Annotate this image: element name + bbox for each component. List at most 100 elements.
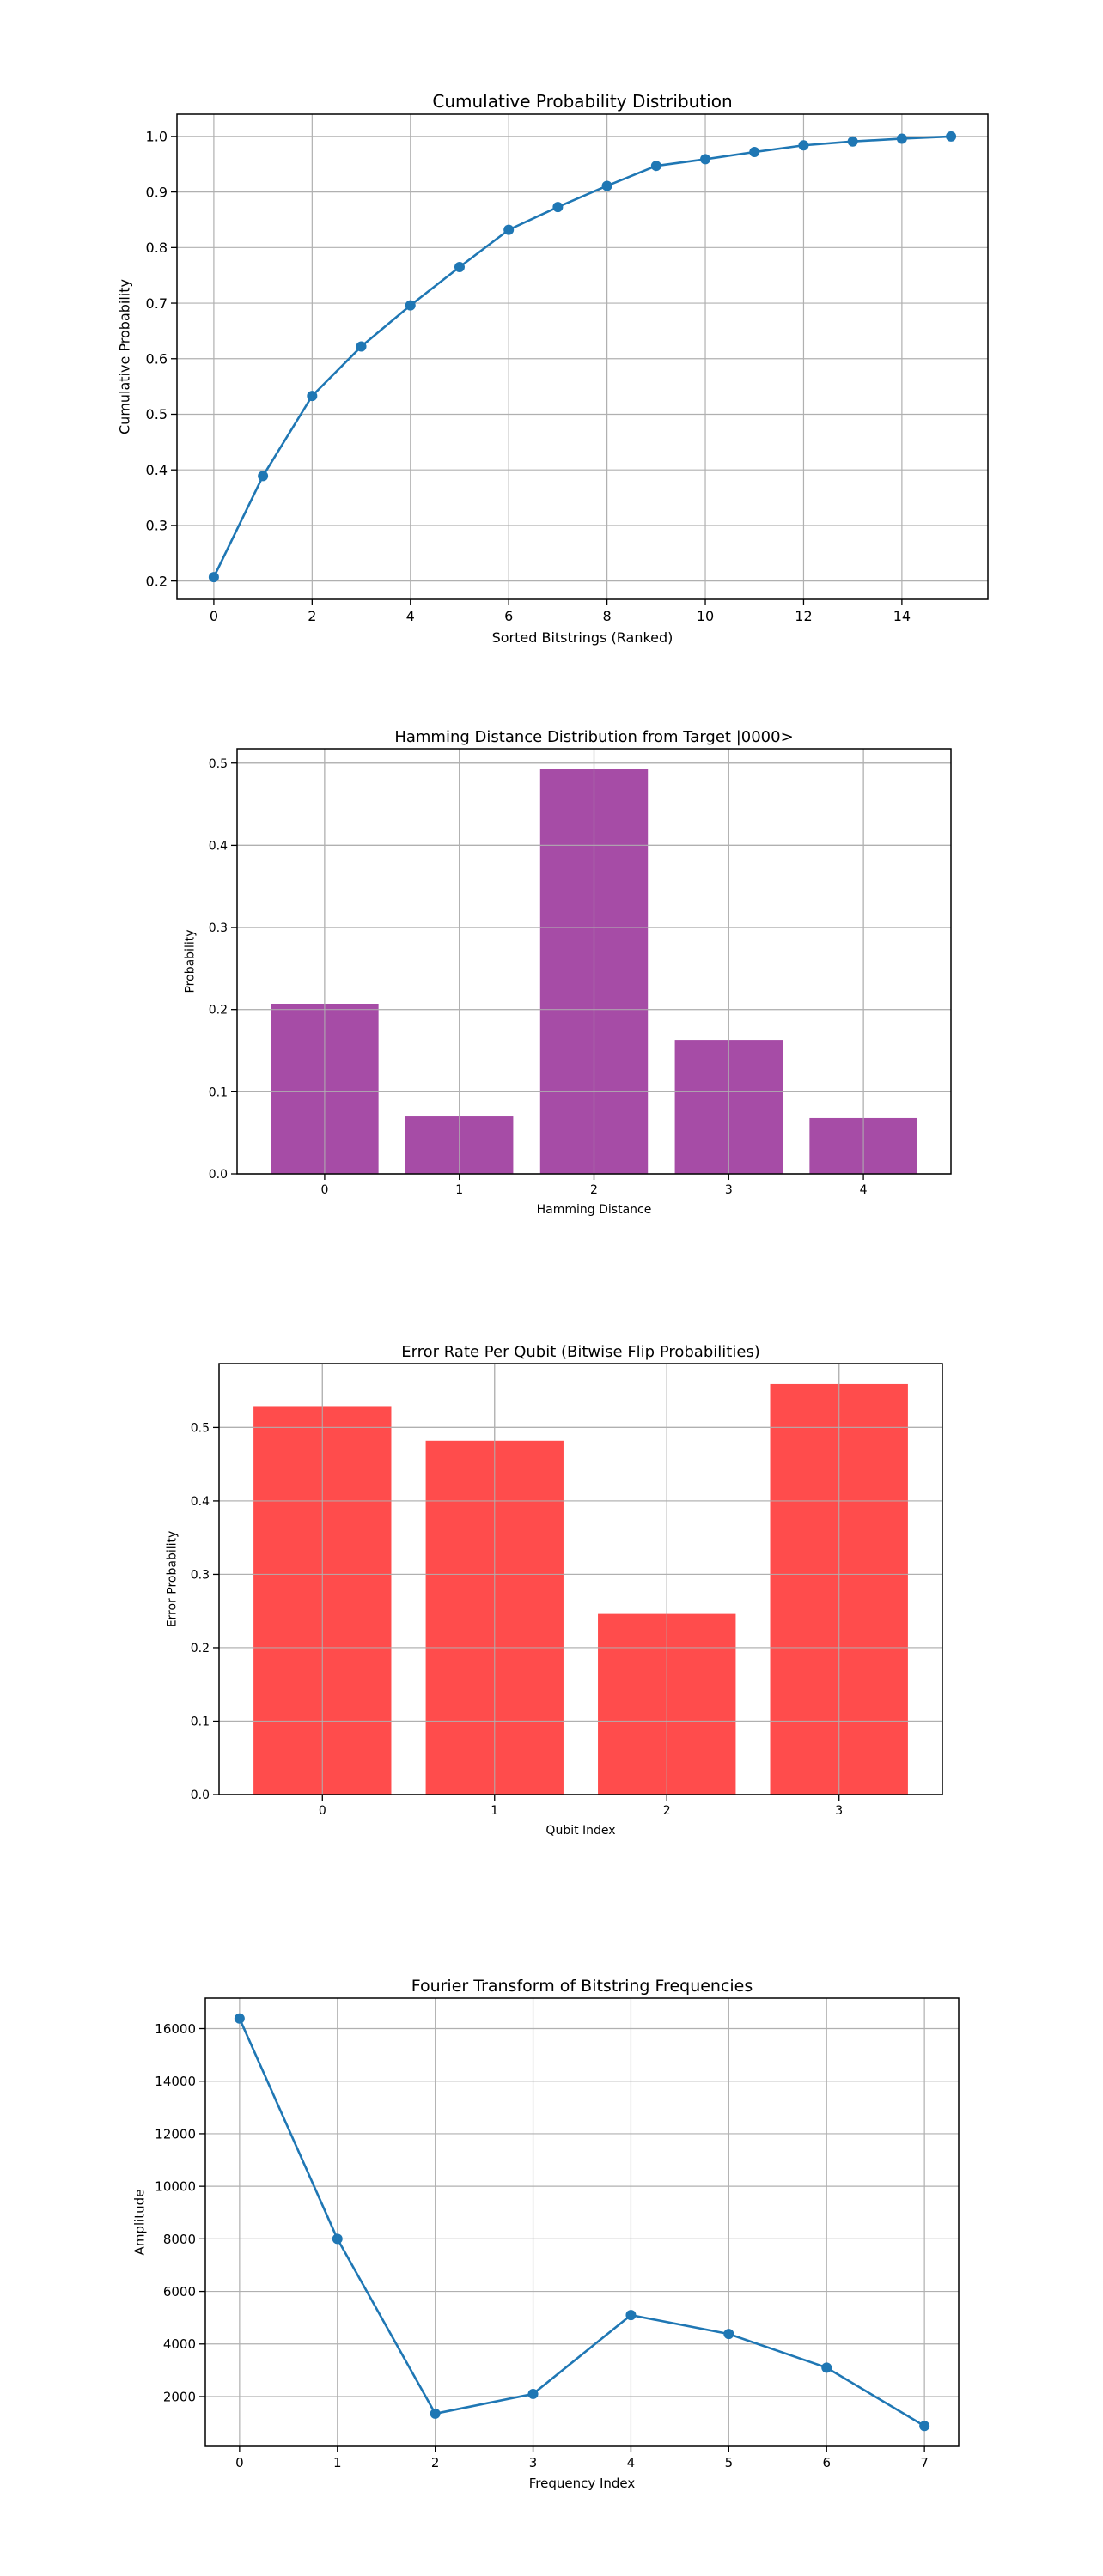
series-line	[212, 135, 952, 578]
x-tick-label: 0	[320, 1183, 328, 1197]
y-tick-label: 0.7	[146, 295, 168, 312]
y-tick-label: 0.4	[146, 462, 168, 478]
x-tick-label: 0	[235, 2455, 244, 2470]
y-tick-label: 12000	[155, 2126, 196, 2142]
gridlines	[205, 1998, 959, 2446]
data-point	[356, 341, 367, 352]
y-tick-label: 0.4	[209, 839, 228, 853]
y-tick-label: 0.0	[191, 1789, 210, 1802]
y-axis-label: Cumulative Probability	[117, 279, 133, 434]
x-tick-label: 3	[529, 2455, 538, 2470]
chart-hamming-distance: 0 1 2 3 4 0.0 0.1 0.2 0.3 0.4 0.5 Hamming Distance…	[184, 728, 952, 1217]
x-axis-label: Frequency Index	[529, 2476, 636, 2491]
x-tick-label: 4	[627, 2455, 636, 2470]
data-point	[503, 224, 515, 235]
y-tick-label: 0.0	[209, 1168, 228, 1182]
data-point	[601, 180, 612, 191]
x-axis-label: Sorted Bitstrings (Ranked)	[492, 629, 673, 646]
chart-error-rate-per-qubit: 0 1 2 3 0.0 0.1 0.2 0.3 0.4 0.5 Error Rate Per Qu…	[166, 1343, 943, 1838]
axis-ticks: 0 1 2 3 4 5 6 7 2000 4000 6000 8000 10000 12000 14000 1…	[155, 2021, 929, 2470]
data-point	[234, 2013, 245, 2024]
y-tick-label: 0.9	[146, 184, 168, 200]
x-axis-label: Hamming Distance	[537, 1203, 652, 1217]
plot-frame	[218, 1363, 943, 1795]
y-tick-label: 0.3	[209, 921, 228, 935]
y-tick-label: 0.4	[191, 1495, 210, 1509]
data-point	[723, 2329, 734, 2340]
x-tick-label: 2	[663, 1804, 671, 1818]
x-tick-label: 10	[697, 608, 714, 624]
data-point	[454, 261, 465, 272]
y-tick-label: 14000	[155, 2074, 196, 2089]
x-tick-label: 3	[725, 1183, 733, 1197]
y-axis-label: Probability	[184, 929, 198, 993]
x-tick-label: 4	[860, 1183, 868, 1197]
y-axis-label: Amplitude	[132, 2190, 148, 2256]
data-series	[234, 2013, 930, 2432]
y-tick-label: 16000	[155, 2021, 196, 2037]
y-tick-label: 4000	[163, 2336, 196, 2352]
axis-ticks: 0 1 2 3 4 0.0 0.1 0.2 0.3 0.4 0.5	[209, 757, 868, 1197]
y-tick-label: 1.0	[146, 129, 168, 145]
gridlines	[177, 114, 988, 599]
chart-title: Cumulative Probability Distribution	[432, 91, 732, 112]
plot-frame	[176, 113, 989, 600]
x-tick-label: 5	[725, 2455, 734, 2470]
data-point	[332, 2233, 343, 2245]
y-tick-label: 0.3	[191, 1568, 210, 1582]
y-tick-label: 0.5	[209, 757, 228, 771]
y-tick-label: 0.6	[146, 351, 168, 368]
data-point	[700, 154, 711, 165]
data-point	[798, 140, 809, 151]
data-point	[625, 2310, 637, 2321]
data-point	[650, 161, 661, 172]
y-tick-label: 0.2	[209, 1004, 228, 1018]
data-point	[821, 2362, 832, 2373]
y-tick-label: 6000	[163, 2284, 196, 2300]
x-tick-label: 0	[319, 1804, 326, 1818]
plot-frame	[204, 1997, 960, 2447]
data-series	[219, 1364, 942, 1795]
x-tick-label: 4	[406, 608, 415, 624]
axis-ticks: 0 1 2 3 0.0 0.1 0.2 0.3 0.4 0.5	[191, 1421, 843, 1818]
y-axis-label: Error Probability	[166, 1531, 180, 1628]
y-tick-label: 0.1	[209, 1085, 228, 1099]
y-tick-label: 10000	[155, 2179, 196, 2195]
data-point	[847, 136, 858, 147]
series-line	[238, 2018, 925, 2427]
x-tick-label: 2	[308, 608, 316, 624]
x-tick-label: 3	[835, 1804, 843, 1818]
data-series	[237, 749, 951, 1175]
data-point	[258, 471, 269, 482]
x-tick-label: 1	[333, 2455, 342, 2470]
x-tick-label: 1	[491, 1804, 498, 1818]
x-tick-label: 6	[504, 608, 513, 624]
x-tick-label: 2	[590, 1183, 598, 1197]
chart-fourier-transform: 0 1 2 3 4 5 6 7 2000 4000 6000 8000 10000 12000 14000 1…	[132, 1977, 960, 2491]
data-point	[919, 2421, 930, 2432]
x-tick-label: 2	[431, 2455, 440, 2470]
y-tick-label: 0.5	[146, 406, 168, 422]
x-tick-label: 12	[795, 608, 812, 624]
chart-title: Error Rate Per Qubit (Bitwise Flip Proba…	[401, 1343, 760, 1361]
data-series	[208, 131, 957, 583]
axis-ticks: 0 2 4 6 8 10 12 14 0.2 0.3 0.4 0.5 0.6 0.7 0.8 0.9 1.0	[146, 129, 911, 624]
data-point	[307, 391, 318, 402]
x-tick-label: 14	[893, 608, 911, 624]
y-tick-label: 0.2	[146, 573, 168, 589]
data-point	[946, 131, 957, 142]
y-tick-label: 2000	[163, 2389, 196, 2404]
x-tick-label: 1	[455, 1183, 463, 1197]
data-point	[430, 2408, 441, 2419]
chart-title: Fourier Transform of Bitstring Frequenci…	[411, 1977, 753, 1996]
y-tick-label: 0.5	[191, 1421, 210, 1435]
data-point	[896, 133, 907, 144]
y-tick-label: 0.2	[191, 1642, 210, 1656]
data-point	[208, 572, 219, 583]
x-tick-label: 0	[210, 608, 218, 624]
data-point	[749, 147, 760, 158]
data-point	[552, 202, 564, 213]
x-tick-label: 8	[603, 608, 612, 624]
